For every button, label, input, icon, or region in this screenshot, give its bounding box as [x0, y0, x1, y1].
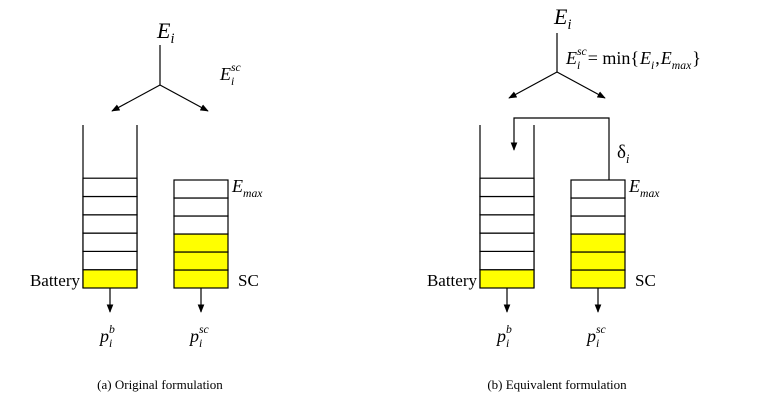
- math-subscript: i: [626, 152, 630, 166]
- storage-cell: [479, 269, 535, 289]
- sc-label: SC: [635, 271, 656, 290]
- caption: (a) Original formulation: [97, 377, 223, 392]
- sc-output: p isc: [188, 323, 210, 350]
- math-superscript: sc: [596, 323, 607, 336]
- math-base: E: [553, 4, 568, 29]
- battery-label: Battery: [427, 271, 478, 290]
- storage-cell: [82, 214, 138, 234]
- storage-cell: [82, 195, 138, 216]
- math-base: ,: [655, 48, 660, 68]
- overflow-arrow: [510, 117, 610, 180]
- split-arrow: [111, 84, 161, 112]
- sc-label: SC: [238, 271, 259, 290]
- math-base: E: [156, 18, 171, 43]
- math-subscript: i: [651, 59, 654, 72]
- storage-cell: [479, 232, 535, 253]
- storage-cell: [479, 250, 535, 271]
- math-subscript: i: [567, 17, 571, 33]
- storage-cell: [570, 215, 626, 235]
- split-arrow: [556, 71, 606, 99]
- battery-output: p ib: [98, 323, 115, 350]
- math-superscript: sc: [577, 45, 588, 58]
- math-base: E: [565, 48, 577, 68]
- storage-cell: [479, 195, 535, 216]
- math-base: p: [495, 326, 506, 346]
- storage-cell: [173, 251, 229, 271]
- math-base: E: [639, 48, 651, 68]
- math-superscript: b: [109, 323, 115, 336]
- caption: (b) Equivalent formulation: [487, 377, 627, 392]
- storage-cell: [82, 232, 138, 253]
- battery-label: Battery: [30, 271, 81, 290]
- storage-cell: [82, 250, 138, 271]
- math-subscript: max: [640, 187, 660, 200]
- storage-cell: [570, 269, 626, 289]
- split-arrow: [159, 84, 209, 112]
- math-base: E: [231, 176, 243, 196]
- math-base: δ: [617, 142, 626, 163]
- storage-cell: [82, 269, 138, 289]
- math-subscript: i: [199, 337, 202, 350]
- math-superscript: b: [506, 323, 512, 336]
- math-base: p: [188, 326, 199, 346]
- math-subscript: max: [672, 59, 692, 72]
- storage-cell: [173, 197, 229, 217]
- math-subscript: i: [109, 337, 112, 350]
- math-superscript: sc: [231, 61, 242, 74]
- math-base: E: [219, 64, 231, 84]
- math-base: E: [628, 176, 640, 196]
- math-subscript: i: [596, 337, 599, 350]
- math-subscript: max: [243, 187, 263, 200]
- sc-output: p isc: [585, 323, 607, 350]
- storage-cell: [82, 177, 138, 198]
- storage-cell: [570, 197, 626, 217]
- math-base: E: [660, 48, 672, 68]
- battery-output: p ib: [495, 323, 512, 350]
- storage-cell: [479, 214, 535, 234]
- math-base: p: [98, 326, 109, 346]
- split-arrow: [508, 71, 558, 99]
- storage-cell: [570, 233, 626, 253]
- math-base: p: [585, 326, 596, 346]
- storage-cell: [570, 251, 626, 271]
- storage-cell: [479, 177, 535, 198]
- storage-cell: [173, 179, 229, 199]
- storage-cell: [173, 215, 229, 235]
- math-base: = min{: [588, 48, 639, 68]
- storage-cell: [173, 269, 229, 289]
- math-subscript: i: [170, 31, 174, 47]
- math-base: }: [692, 48, 701, 68]
- math-subscript: i: [577, 59, 580, 72]
- math-superscript: sc: [199, 323, 210, 336]
- storage-cell: [570, 179, 626, 199]
- math-subscript: i: [506, 337, 509, 350]
- storage-cell: [173, 233, 229, 253]
- math-subscript: i: [231, 75, 234, 88]
